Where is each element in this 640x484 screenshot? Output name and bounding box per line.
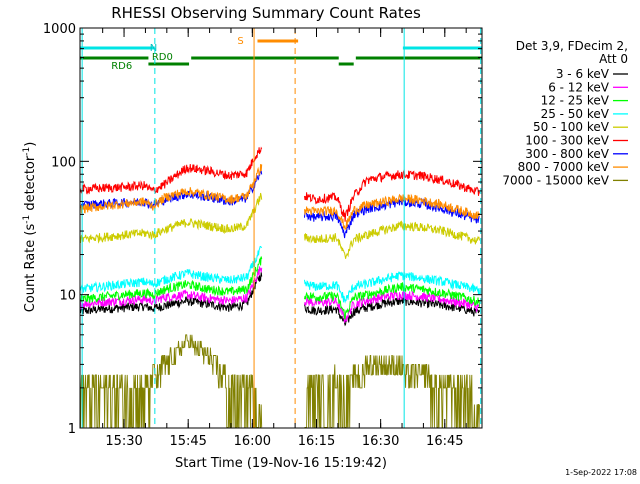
legend-header-line-2: Att 0 <box>599 52 628 66</box>
y-tick-label-1: 1 <box>68 422 76 437</box>
legend-label-2: 6 - 12 keV <box>548 80 610 94</box>
y-tick-label-2: 10 <box>59 289 76 304</box>
y-axis-label: Count Rate (s-1 detector-1) <box>22 142 38 313</box>
y-tick-label-3: 100 <box>51 155 76 170</box>
legend-label-8: 800 - 7000 keV <box>518 160 610 174</box>
series-line-3 <box>80 256 480 320</box>
series-line-4 <box>80 245 480 304</box>
series-line-8 <box>80 164 480 231</box>
y-tick-label-4: 1000 <box>43 22 76 37</box>
chart-title: RHESSI Observing Summary Count Rates <box>111 4 421 22</box>
legend-label-6: 100 - 300 keV <box>525 134 609 148</box>
time-markers <box>81 28 482 428</box>
generation-timestamp: 1-Sep-2022 17:08 <box>565 468 637 477</box>
series-lines <box>80 146 480 428</box>
x-tick-label-5: 16:30 <box>362 434 399 449</box>
axes: 1 10 100 1000 15:30 15:45 16:00 16:15 16:30 16:45 <box>43 22 483 449</box>
legend-label-3: 12 - 25 keV <box>541 94 610 108</box>
series-line-5 <box>80 192 480 259</box>
x-tick-label-3: 16:00 <box>234 434 271 449</box>
x-tick-label-2: 15:45 <box>169 434 206 449</box>
plot-background <box>80 28 482 428</box>
plot-area <box>80 28 482 428</box>
series-line-9 <box>80 334 480 428</box>
legend-label-7: 300 - 800 keV <box>525 147 609 161</box>
series-line-1 <box>80 272 480 327</box>
legend-label-5: 50 - 100 keV <box>533 120 610 134</box>
state-label-rd0: RD0 <box>152 52 173 63</box>
x-tick-label-4: 16:15 <box>298 434 335 449</box>
state-label-saa: S <box>237 36 243 47</box>
series-line-2 <box>80 266 480 324</box>
legend-label-4: 25 - 50 keV <box>541 107 610 121</box>
legend-label-9: 7000 - 15000 keV <box>502 173 609 187</box>
state-label-night: N <box>150 43 157 54</box>
legend-label-1: 3 - 6 keV <box>556 67 610 81</box>
instrument-state-bars: N S RD0 RD6 <box>80 36 482 72</box>
plot-frame <box>79 27 483 429</box>
x-tick-label-6: 16:45 <box>426 434 463 449</box>
legend-header-line-1: Det 3,9, FDecim 2, <box>516 39 628 53</box>
x-tick-label-1: 15:30 <box>105 434 142 449</box>
state-label-rd6: RD6 <box>111 61 132 72</box>
x-axis-label: Start Time (19-Nov-16 15:19:42) <box>175 456 387 471</box>
series-line-6 <box>80 146 480 222</box>
